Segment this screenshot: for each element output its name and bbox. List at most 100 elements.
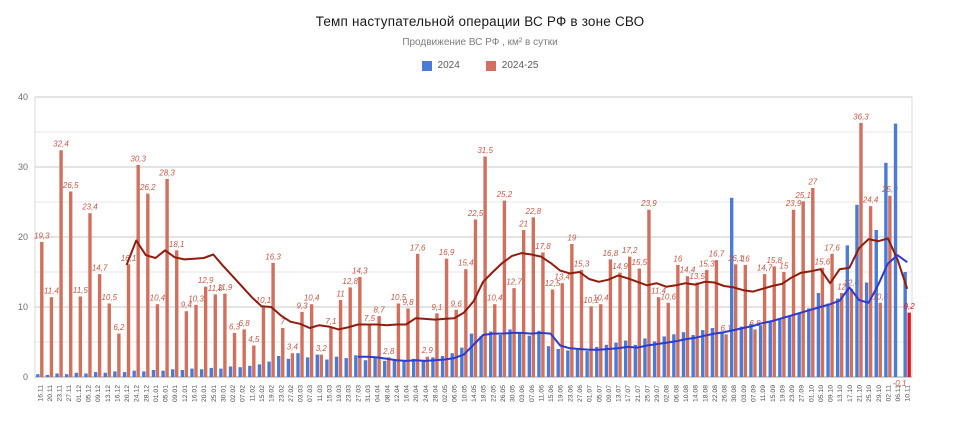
bar-2024-25[interactable]	[599, 304, 603, 377]
bar-2024-25[interactable]	[78, 296, 83, 378]
bar-2024[interactable]	[74, 372, 79, 377]
bar-2024[interactable]	[132, 370, 136, 377]
bar-2024-25[interactable]	[194, 304, 198, 377]
bar-2024-25[interactable]	[531, 217, 536, 377]
bar-2024[interactable]	[277, 356, 281, 377]
bar-2024-25[interactable]	[753, 329, 757, 377]
bar-2024[interactable]	[180, 370, 185, 377]
bar-2024-25[interactable]	[502, 200, 507, 377]
bar-2024[interactable]	[402, 361, 406, 377]
bar-2024[interactable]	[749, 323, 753, 377]
bar-2024-25[interactable]	[695, 282, 699, 378]
bar-2024[interactable]	[604, 344, 609, 377]
bar-2024-25[interactable]	[425, 356, 429, 377]
bar-2024[interactable]	[65, 374, 69, 377]
bar-2024[interactable]	[758, 325, 763, 377]
bar-2024[interactable]	[720, 331, 724, 378]
bar-2024-25[interactable]	[541, 252, 545, 377]
bar-2024-25[interactable]	[223, 293, 227, 377]
bar-2024-25[interactable]	[570, 244, 574, 377]
bar-2024[interactable]	[864, 282, 869, 378]
bar-2024-25[interactable]	[319, 354, 323, 377]
bar-2024-25[interactable]	[203, 286, 208, 377]
bar-2024[interactable]	[344, 358, 348, 377]
bar-2024-25[interactable]	[165, 178, 169, 377]
bar-2024[interactable]	[305, 357, 310, 377]
bar-2024[interactable]	[421, 360, 425, 377]
bar-2024-25[interactable]	[358, 276, 362, 377]
bar-2024-25[interactable]	[415, 253, 420, 377]
bar-2024[interactable]	[797, 312, 801, 377]
bar-2024[interactable]	[836, 298, 840, 377]
bar-2024[interactable]	[161, 370, 165, 377]
bar-2024[interactable]	[93, 372, 98, 377]
bar-2024[interactable]	[431, 357, 435, 377]
bar-2024-25[interactable]	[705, 269, 709, 377]
bar-2024-25[interactable]	[666, 302, 670, 377]
bar-2024[interactable]	[267, 361, 271, 377]
bar-2024[interactable]	[219, 368, 223, 377]
bar-2024[interactable]	[595, 346, 599, 377]
bar-2024[interactable]	[556, 349, 560, 377]
bar-2024[interactable]	[633, 344, 638, 377]
bar-2024[interactable]	[238, 367, 242, 377]
bar-2024-25[interactable]	[676, 265, 680, 377]
bar-2024-25[interactable]	[406, 308, 410, 377]
bar-2024[interactable]	[257, 364, 262, 377]
bar-2024-25[interactable]	[560, 283, 564, 377]
bar-2024-25[interactable]	[618, 272, 622, 377]
bar-2024-25[interactable]	[859, 122, 863, 378]
bar-2024-25[interactable]	[878, 302, 882, 377]
legend-item-2024[interactable]: 2024	[421, 60, 460, 71]
bar-2024-25[interactable]	[155, 304, 160, 377]
bar-2024-25[interactable]	[387, 357, 391, 377]
bar-2024-25[interactable]	[290, 353, 295, 377]
bar-2024-25[interactable]	[329, 327, 333, 377]
bar-2024-25[interactable]	[656, 297, 661, 377]
bar-2024[interactable]	[142, 371, 146, 377]
bar-2024[interactable]	[652, 341, 657, 377]
bar-2024-25[interactable]	[97, 274, 102, 377]
bar-2024-25[interactable]	[888, 195, 892, 377]
bar-2024-25[interactable]	[396, 303, 401, 378]
bar-2024[interactable]	[113, 371, 117, 377]
bar-2024[interactable]	[411, 358, 416, 377]
bar-2024-25[interactable]	[175, 250, 179, 377]
bar-2024[interactable]	[363, 360, 368, 377]
bar-2024[interactable]	[479, 336, 483, 377]
bar-2024-25[interactable]	[184, 311, 189, 377]
trend-line-2024-trend[interactable]	[357, 254, 908, 362]
bar-2024[interactable]	[681, 332, 686, 377]
bar-2024[interactable]	[373, 358, 377, 377]
bar-2024[interactable]	[151, 370, 156, 377]
bar-2024-25[interactable]	[627, 256, 632, 377]
bar-2024-25[interactable]	[782, 272, 786, 377]
bar-2024[interactable]	[537, 330, 541, 377]
bar-2024-25[interactable]	[146, 193, 150, 377]
bar-2024-25[interactable]	[868, 206, 873, 377]
bar-2024[interactable]	[383, 360, 387, 377]
bar-2024[interactable]	[190, 368, 194, 377]
bar-2024[interactable]	[286, 358, 291, 377]
bar-2024-25[interactable]	[300, 311, 304, 377]
bar-2024[interactable]	[826, 303, 830, 378]
bar-2024[interactable]	[489, 331, 493, 378]
bar-2024[interactable]	[354, 355, 358, 377]
bar-2024[interactable]	[855, 204, 859, 377]
bar-2024[interactable]	[845, 245, 850, 377]
bar-2024-25[interactable]	[69, 191, 73, 378]
bar-2024[interactable]	[228, 366, 233, 378]
bar-2024-25[interactable]	[820, 267, 825, 377]
bar-2024-25[interactable]	[136, 164, 140, 377]
bar-2024[interactable]	[701, 330, 705, 377]
bar-2024-25[interactable]	[830, 253, 834, 377]
bar-2024[interactable]	[672, 334, 676, 377]
bar-2024-25[interactable]	[126, 264, 131, 377]
bar-2024-25[interactable]	[40, 241, 44, 377]
bar-2024[interactable]	[893, 123, 898, 377]
bar-2024[interactable]	[498, 335, 503, 377]
bar-2024[interactable]	[122, 372, 127, 377]
bar-2024-25[interactable]	[849, 288, 854, 377]
bar-2024-25[interactable]	[454, 309, 458, 377]
bar-2024[interactable]	[199, 369, 204, 377]
